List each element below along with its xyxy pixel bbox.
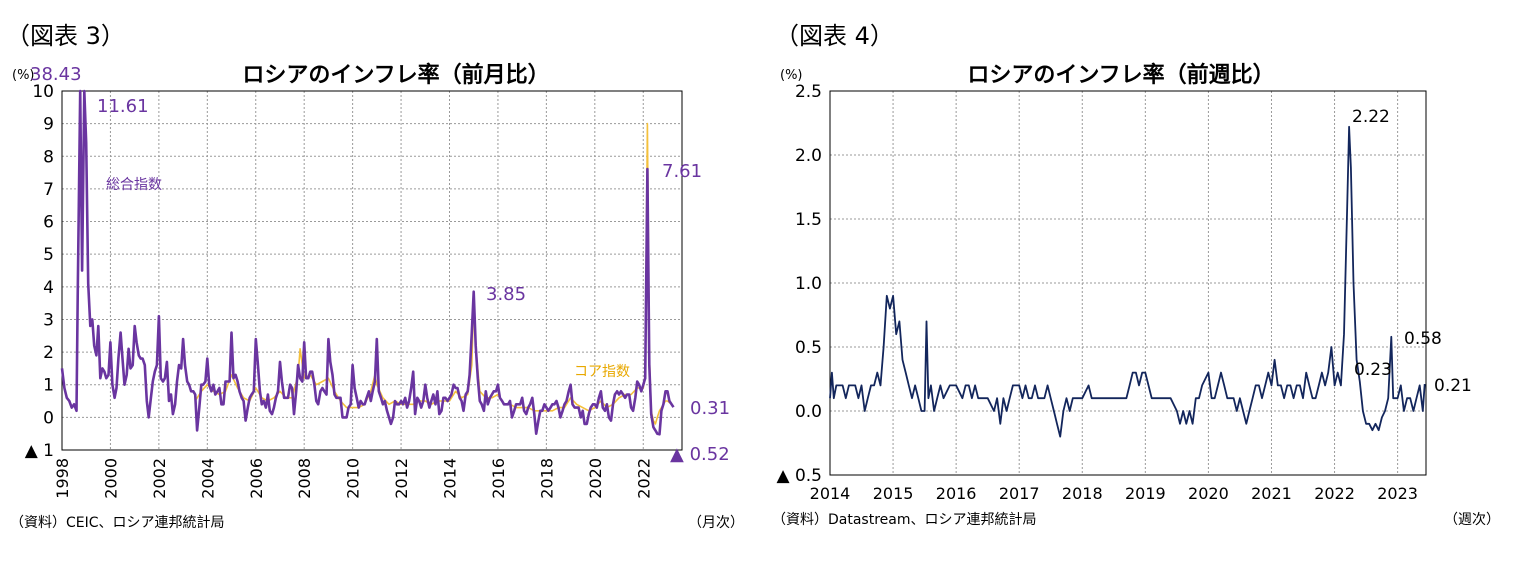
x-tick-label: 2019 xyxy=(1125,484,1166,503)
x-tick-label: 2000 xyxy=(101,458,120,499)
annotation-neg-0-52: ▲ 0.52 xyxy=(670,444,730,465)
plot-frame-weekly xyxy=(829,90,1427,476)
annotations-weekly: 2.22 0.58 0.23 0.21 xyxy=(1352,107,1472,396)
y-tick-label: 1.0 xyxy=(795,274,822,294)
annotation-0-31: 0.31 xyxy=(690,398,730,419)
x-tick-label: 2010 xyxy=(344,458,363,499)
y-tick-label: ▲ 0.5 xyxy=(776,466,822,486)
y-tick-label: 10 xyxy=(32,82,54,102)
annotation-3-85: 3.85 xyxy=(486,284,526,305)
series-group-weekly xyxy=(829,125,1426,438)
chart-title-weekly: ロシアのインフレ率（前週比） xyxy=(967,62,1274,88)
chart-weekly: （図表 4） ロシアのインフレ率（前週比） (%) ▲ 0.5 0.0 0.5 1.0… xyxy=(772,22,1500,528)
series-line-primary xyxy=(60,89,675,436)
y-axis-unit-weekly: (%) xyxy=(780,68,803,83)
annotation-0-21: 0.21 xyxy=(1434,376,1472,396)
chart-title-monthly: ロシアのインフレ率（前月比） xyxy=(242,62,549,88)
y-tick-labels-weekly: ▲ 0.5 0.0 0.5 1.0 1.5 2.0 2.5 xyxy=(776,82,822,486)
y-tick-label: 7 xyxy=(43,180,54,200)
x-tick-label: 2008 xyxy=(295,458,314,499)
plot-frame-monthly xyxy=(61,90,683,451)
y-tick-label: 2.0 xyxy=(795,146,822,166)
x-axis-unit-monthly: （月次） xyxy=(688,515,744,531)
y-tick-label: 0.5 xyxy=(795,338,822,358)
x-axis-unit-weekly: （週次） xyxy=(1444,512,1500,528)
figure-label-3: （図表 3） xyxy=(6,22,125,50)
x-tick-label: 2021 xyxy=(1251,484,1292,503)
figure-label-4: （図表 4） xyxy=(775,22,894,50)
y-tick-label: 6 xyxy=(43,213,54,233)
x-tick-label: 2016 xyxy=(489,458,508,499)
y-tick-label: 8 xyxy=(43,147,54,167)
annotations-monthly: 38.43 11.61 7.61 3.85 0.31 ▲ 0.52 総合指数 コ… xyxy=(30,64,730,465)
y-tick-label: 2.5 xyxy=(795,82,822,102)
y-tick-labels-monthly: ▲ 1 0 1 2 3 4 5 6 7 8 9 10 xyxy=(25,82,54,461)
annotation-2-22: 2.22 xyxy=(1352,107,1390,127)
x-tick-labels-monthly: 1998 2000 2002 2004 2006 2008 2010 2012 2014 2016… xyxy=(53,458,653,499)
x-tick-label: 2012 xyxy=(392,458,411,499)
y-tick-label: 0 xyxy=(43,408,54,428)
x-tick-label: 2018 xyxy=(537,458,556,499)
x-tick-label: 2022 xyxy=(1314,484,1355,503)
y-tick-label: 2 xyxy=(43,343,54,363)
legend-label-core: コア指数 xyxy=(574,364,630,380)
x-tick-label: 1998 xyxy=(53,458,72,499)
x-tick-labels-weekly: 2014 2015 2016 2017 2018 2019 2020 2021 2022 2023 xyxy=(810,484,1418,503)
y-tick-label: 5 xyxy=(43,245,54,265)
y-tick-label: 3 xyxy=(43,310,54,330)
x-tick-label: 2017 xyxy=(999,484,1040,503)
y-axis-unit-monthly: (%) xyxy=(12,68,35,83)
y-tick-label: 0.0 xyxy=(795,402,822,422)
x-tick-label: 2018 xyxy=(1062,484,1103,503)
y-tick-label: 9 xyxy=(43,115,54,135)
x-tick-label: 2020 xyxy=(586,458,605,499)
x-tick-label: 2006 xyxy=(247,458,266,499)
y-tick-label: 4 xyxy=(43,278,54,298)
x-tick-label: 2022 xyxy=(634,458,653,499)
source-note-weekly: （資料）Datastream、ロシア連邦統計局 xyxy=(772,512,1037,528)
annotation-38-43: 38.43 xyxy=(30,64,82,85)
y-tick-label: 1 xyxy=(43,376,54,396)
annotation-11-61: 11.61 xyxy=(97,96,149,117)
source-note-monthly: （資料）CEIC、ロシア連邦統計局 xyxy=(10,515,225,531)
x-tick-label: 2015 xyxy=(873,484,914,503)
chart-monthly: （図表 3） ロシアのインフレ率（前月比） (%) ▲ 1 0 1 2 3 4 5 6 7 8 9 1… xyxy=(6,22,744,531)
series-group-monthly xyxy=(60,89,675,436)
gridlines-weekly xyxy=(830,91,1426,475)
y-tick-label: 1.5 xyxy=(795,210,822,230)
x-tick-label: 2014 xyxy=(441,458,460,499)
x-tick-label: 2020 xyxy=(1188,484,1229,503)
annotation-0-23: 0.23 xyxy=(1354,360,1392,380)
x-tick-label: 2014 xyxy=(810,484,851,503)
x-tick-label: 2004 xyxy=(198,458,217,499)
y-tick-label: ▲ 1 xyxy=(25,441,54,461)
annotation-7-61: 7.61 xyxy=(662,161,702,182)
legend-label-headline: 総合指数 xyxy=(106,177,162,193)
x-tick-label: 2023 xyxy=(1377,484,1418,503)
x-tick-label: 2016 xyxy=(936,484,977,503)
annotation-0-58: 0.58 xyxy=(1404,329,1442,349)
x-tick-label: 2002 xyxy=(150,458,169,499)
series-line-primary xyxy=(829,125,1426,438)
